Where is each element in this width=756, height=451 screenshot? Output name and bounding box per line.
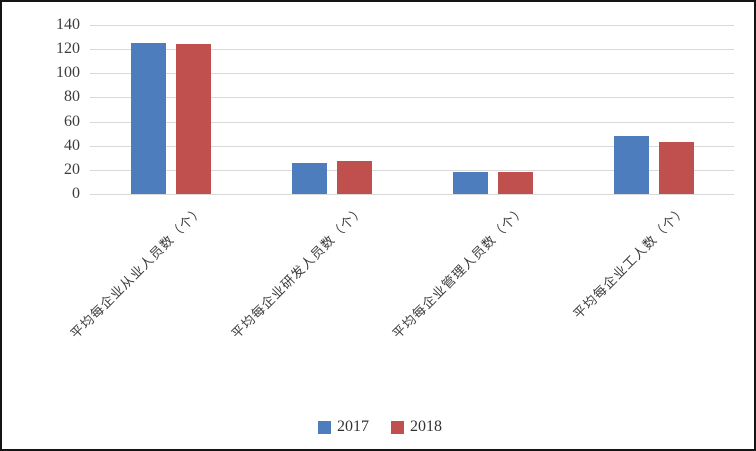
y-tick-label-60: 60 <box>64 112 80 130</box>
legend-item-2018: 2018 <box>391 419 442 435</box>
y-tick-label-20: 20 <box>64 160 80 178</box>
legend: 2017 2018 <box>2 416 754 438</box>
bar-2018-category-1 <box>175 44 211 194</box>
legend-item-2017: 2017 <box>318 419 369 435</box>
y-tick-label-100: 100 <box>56 64 80 82</box>
bar-2018-category-4 <box>658 142 694 194</box>
legend-swatch-2018 <box>391 420 404 434</box>
bar-2017-category-3 <box>452 172 488 194</box>
bar-2018-category-2 <box>336 161 372 194</box>
category-label-4: 平均每企业工人数（个） <box>570 202 691 322</box>
gridline-60 <box>90 121 734 123</box>
legend-swatch-2017 <box>318 420 331 434</box>
y-tick-label-40: 40 <box>64 136 80 154</box>
y-tick-label-0: 0 <box>72 185 80 202</box>
bar-group-3 <box>412 25 573 194</box>
category-label-3: 平均每企业管理人员数（个） <box>389 202 530 342</box>
bar-2017-category-1 <box>130 43 166 194</box>
gridline-100 <box>90 73 734 75</box>
gridline-120 <box>90 49 734 51</box>
gridline-40 <box>90 145 734 147</box>
y-tick-label-80: 80 <box>64 88 80 106</box>
legend-label-2017: 2017 <box>337 418 369 435</box>
bar-group-2 <box>251 25 412 194</box>
gridline-80 <box>90 97 734 99</box>
bar-2017-category-4 <box>613 136 649 194</box>
y-tick-label-120: 120 <box>56 40 80 58</box>
bar-group-1 <box>90 25 251 194</box>
bar-group-4 <box>573 25 734 194</box>
bar-2018-category-3 <box>497 172 533 194</box>
bar-2017-category-2 <box>291 162 327 194</box>
category-label-2: 平均每企业研发人员数（个） <box>228 202 369 342</box>
gridline-20 <box>90 169 734 171</box>
legend-label-2018: 2018 <box>410 418 442 435</box>
gridline-140 <box>90 25 734 26</box>
y-tick-label-140: 140 <box>56 16 80 33</box>
category-label-1: 平均每企业从业人员数（个） <box>67 202 208 342</box>
gridline-0 <box>90 194 734 195</box>
